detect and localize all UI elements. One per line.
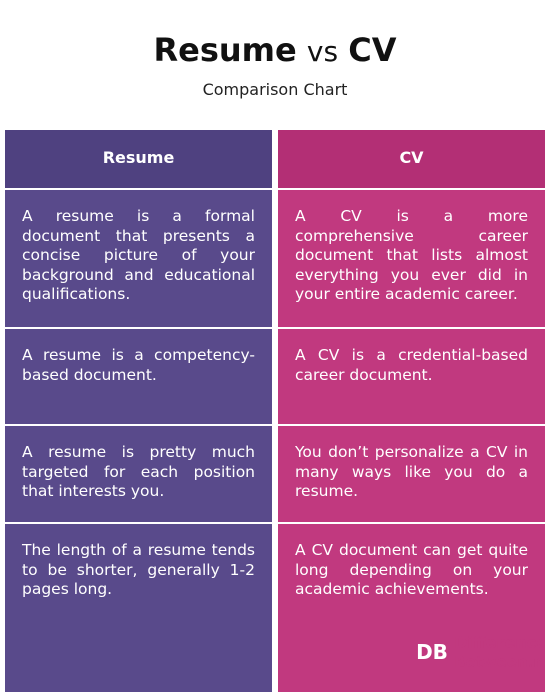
title: Resume vs CV bbox=[0, 30, 550, 72]
subtitle: Comparison Chart bbox=[202, 80, 348, 99]
title-right: CV bbox=[348, 31, 397, 69]
logo-mark: DB bbox=[416, 640, 448, 664]
column-header: Resume bbox=[5, 130, 272, 188]
table-cell: A CV is a more comprehensive career docu… bbox=[278, 190, 545, 327]
table-cell: The length of a resume tends to be short… bbox=[5, 524, 272, 692]
table-cell: A resume is a formal document that prese… bbox=[5, 190, 272, 327]
logo: DB Difference Between.net bbox=[414, 633, 542, 671]
table-cell: A CV document can get quite long dependi… bbox=[278, 524, 545, 692]
table-cell: A CV is a credential-based career docume… bbox=[278, 329, 545, 424]
title-middle: vs bbox=[306, 35, 339, 68]
table-cell: You don’t personalize a CV in many ways … bbox=[278, 426, 545, 522]
logo-line1: Difference bbox=[454, 633, 542, 652]
logo-line2: Between.net bbox=[454, 653, 542, 671]
table-cell: A resume is a competency-based document. bbox=[5, 329, 272, 424]
title-left: Resume bbox=[153, 31, 297, 69]
table-cell: A resume is pretty much targeted for eac… bbox=[5, 426, 272, 522]
logo-box bbox=[414, 634, 450, 668]
column-header: CV bbox=[278, 130, 545, 188]
